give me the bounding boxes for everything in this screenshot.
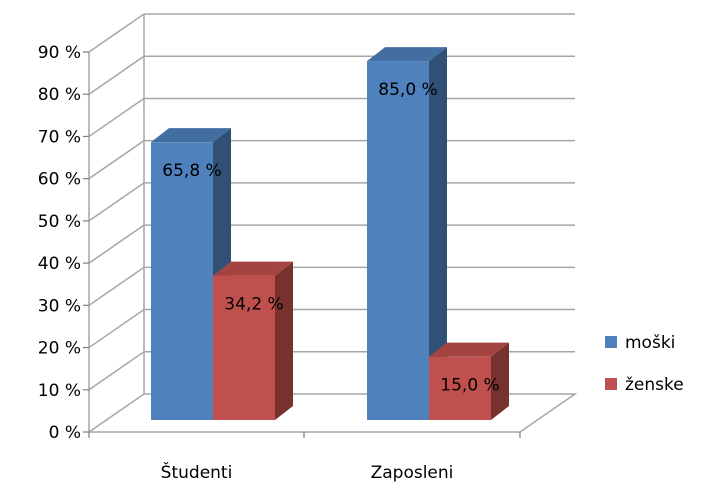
y-tick-label: 20 % [38,339,81,359]
y-tick-label: 10 % [38,381,81,401]
data-label: 34,2 % [224,295,283,315]
bar [151,128,231,420]
bar-front [429,356,491,420]
category-label: Študenti [161,461,233,483]
legend-item: ženske [605,375,684,395]
gridline-side [88,140,145,180]
bar [367,47,447,420]
gridline-side [88,351,145,391]
data-labels: 65,8 % 34,2 % 85,0 % 15,0 % [162,80,499,396]
y-tick-label: 80 % [38,85,81,105]
data-label: 65,8 % [162,161,221,181]
legend-swatch [605,378,617,390]
bar-side [429,47,447,420]
y-tick-label: 30 % [38,296,81,316]
gridline-side [88,266,145,306]
gridline-side [88,55,145,95]
bar-side [491,342,509,420]
floor [86,393,578,433]
bar-top [213,261,293,276]
y-tick-label: 70 % [38,127,81,147]
legend: moški ženske [605,333,684,395]
y-tick-label: 90 % [38,43,81,63]
bar-top [429,342,509,357]
category-label: Zaposleni [371,463,454,483]
y-tick-label: 50 % [38,212,81,232]
y-tick-label: 0 % [49,423,81,443]
legend-label: moški [625,333,675,353]
gridline-side [88,224,145,264]
bar [213,261,293,420]
bars [151,47,509,420]
bar [429,342,509,420]
gridline-side [88,308,145,349]
legend-swatch [605,336,617,348]
y-tick-label: 60 % [38,170,81,190]
chart-walls [86,14,578,433]
gridline-side [88,182,145,222]
legend-label: ženske [625,375,684,395]
data-label: 85,0 % [378,80,437,100]
bar-top [367,47,447,62]
legend-item: moški [605,333,675,353]
y-tick-label: 40 % [38,254,81,274]
bar-front [367,61,429,420]
data-label: 15,0 % [440,376,499,396]
axes [88,432,521,438]
bar-top [151,128,231,143]
gridline-side [88,97,145,138]
gridline-side [88,13,145,53]
y-axis-ticks: 0 % 10 % 20 % 30 % 40 % 50 % 60 % 70 % 80 % 90 % [38,43,89,443]
bar-front [151,142,213,420]
category-labels: Študenti Zaposleni [161,461,454,483]
bar-side [275,261,293,420]
bar-front [213,275,275,420]
